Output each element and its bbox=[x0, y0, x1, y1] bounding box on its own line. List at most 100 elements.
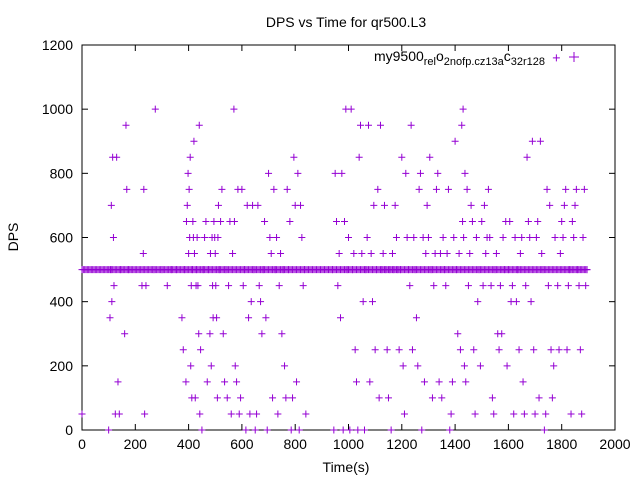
data-point bbox=[221, 378, 229, 386]
data-point bbox=[527, 298, 535, 306]
data-point bbox=[578, 410, 586, 418]
data-point bbox=[556, 250, 564, 258]
data-point bbox=[471, 410, 479, 418]
data-point bbox=[173, 266, 181, 274]
data-point bbox=[458, 121, 466, 129]
data-point bbox=[195, 330, 203, 338]
data-point bbox=[387, 426, 395, 434]
data-point bbox=[466, 250, 474, 258]
data-point bbox=[583, 266, 591, 274]
data-point bbox=[484, 185, 492, 193]
data-point bbox=[546, 201, 554, 209]
data-point bbox=[359, 298, 367, 306]
data-point bbox=[547, 346, 555, 354]
x-tick-label: 800 bbox=[284, 436, 308, 452]
data-point bbox=[514, 266, 522, 274]
data-point bbox=[411, 266, 419, 274]
data-point bbox=[488, 394, 496, 402]
data-point bbox=[499, 234, 507, 241]
data-point bbox=[459, 105, 467, 113]
data-point bbox=[580, 185, 588, 193]
data-point bbox=[428, 394, 436, 402]
data-point bbox=[341, 217, 349, 225]
data-point bbox=[348, 266, 356, 274]
data-point bbox=[491, 266, 499, 274]
data-point bbox=[503, 362, 511, 370]
data-point bbox=[184, 169, 192, 177]
data-point bbox=[511, 234, 519, 241]
data-point bbox=[281, 362, 289, 370]
data-point bbox=[245, 314, 253, 322]
data-point bbox=[251, 426, 259, 434]
data-point bbox=[231, 362, 239, 370]
x-tick-label: 400 bbox=[177, 436, 201, 452]
data-point bbox=[329, 266, 337, 274]
data-point bbox=[402, 169, 410, 177]
data-point bbox=[298, 234, 306, 241]
legend-series-label: my9500relo2nofp.cz13ac32r128 bbox=[374, 48, 545, 68]
data-point bbox=[486, 234, 494, 241]
data-point bbox=[330, 426, 338, 434]
data-point bbox=[139, 250, 147, 258]
data-point bbox=[258, 330, 266, 338]
data-point bbox=[193, 234, 201, 241]
data-point bbox=[570, 234, 578, 241]
data-point bbox=[399, 362, 407, 370]
data-point bbox=[460, 362, 468, 370]
data-point bbox=[338, 169, 346, 177]
data-point bbox=[299, 282, 307, 290]
data-point bbox=[289, 394, 297, 402]
data-point bbox=[150, 266, 158, 274]
data-point bbox=[257, 298, 265, 306]
data-point bbox=[213, 394, 221, 402]
data-point bbox=[181, 266, 189, 274]
data-point bbox=[182, 217, 190, 225]
y-tick-label: 600 bbox=[50, 230, 74, 246]
data-point bbox=[532, 234, 540, 241]
data-point bbox=[422, 250, 430, 258]
y-axis-label: DPS bbox=[5, 223, 21, 252]
data-point bbox=[337, 314, 345, 322]
data-point bbox=[355, 153, 363, 161]
data-point bbox=[277, 250, 285, 258]
data-point bbox=[539, 266, 547, 274]
data-point bbox=[290, 153, 298, 161]
data-point bbox=[447, 410, 455, 418]
data-point bbox=[462, 378, 470, 386]
data-point bbox=[508, 282, 516, 290]
x-axis: 0 200 400 600 800 1000 1200 1400 1600 1800 2000 bbox=[78, 45, 631, 452]
data-point bbox=[206, 330, 214, 338]
data-point bbox=[520, 410, 528, 418]
legend: my9500relo2nofp.cz13ac32r128 bbox=[374, 48, 579, 68]
data-point bbox=[490, 410, 498, 418]
data-point bbox=[492, 250, 500, 258]
data-point bbox=[456, 346, 464, 354]
x-tick-label: 1600 bbox=[493, 436, 524, 452]
data-point bbox=[345, 234, 352, 241]
data-point bbox=[193, 266, 201, 274]
data-point bbox=[572, 185, 580, 193]
data-point bbox=[495, 346, 503, 354]
data-point bbox=[451, 137, 459, 145]
x-tick-label: 2000 bbox=[599, 436, 630, 452]
data-point bbox=[567, 410, 575, 418]
data-point bbox=[163, 282, 171, 290]
data-point bbox=[207, 362, 215, 370]
data-point bbox=[158, 266, 166, 274]
data-point bbox=[247, 298, 255, 306]
data-point bbox=[229, 250, 237, 258]
data-point bbox=[350, 250, 358, 258]
x-tick-label: 600 bbox=[230, 436, 254, 452]
data-point bbox=[446, 426, 454, 434]
data-point bbox=[114, 378, 122, 386]
data-point bbox=[202, 217, 210, 225]
data-point bbox=[538, 250, 546, 258]
data-point bbox=[566, 266, 574, 274]
data-point bbox=[356, 121, 364, 129]
data-point bbox=[395, 346, 403, 354]
data-point bbox=[185, 250, 193, 258]
data-point bbox=[269, 394, 277, 402]
x-tick-label: 1200 bbox=[386, 436, 417, 452]
data-point bbox=[286, 217, 294, 225]
data-point bbox=[190, 250, 198, 258]
